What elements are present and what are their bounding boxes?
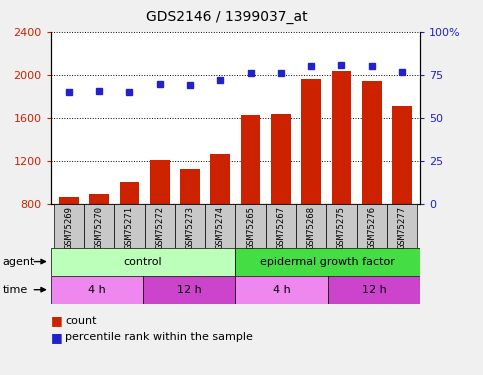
Bar — [362, 81, 382, 204]
Bar — [328, 276, 420, 304]
Bar — [327, 204, 356, 248]
Bar — [301, 80, 321, 204]
Bar — [211, 154, 230, 204]
Text: GSM75275: GSM75275 — [337, 206, 346, 249]
Text: GSM75265: GSM75265 — [246, 206, 255, 249]
Bar — [150, 160, 170, 204]
Bar — [175, 204, 205, 248]
Bar — [356, 204, 387, 248]
Bar — [120, 182, 139, 204]
Bar — [205, 204, 236, 248]
Bar — [296, 204, 327, 248]
Text: GSM75270: GSM75270 — [95, 206, 104, 249]
Text: GDS2146 / 1399037_at: GDS2146 / 1399037_at — [146, 10, 308, 24]
Bar — [144, 204, 175, 248]
Text: epidermal growth factor: epidermal growth factor — [260, 256, 395, 267]
Text: 12 h: 12 h — [362, 285, 386, 295]
Text: GSM75276: GSM75276 — [367, 206, 376, 249]
Bar — [51, 248, 236, 276]
Bar — [51, 276, 143, 304]
Bar — [332, 70, 351, 204]
Text: GSM75274: GSM75274 — [216, 206, 225, 249]
Text: GSM75271: GSM75271 — [125, 206, 134, 249]
Bar — [84, 204, 114, 248]
Text: 4 h: 4 h — [273, 285, 290, 295]
Text: 12 h: 12 h — [177, 285, 201, 295]
Bar — [59, 197, 79, 204]
Bar — [89, 194, 109, 204]
Bar — [241, 115, 260, 204]
Text: ■: ■ — [51, 331, 62, 344]
Text: time: time — [2, 285, 28, 295]
Bar — [180, 169, 200, 204]
Bar — [387, 204, 417, 248]
Bar — [236, 248, 420, 276]
Text: control: control — [124, 256, 162, 267]
Text: 4 h: 4 h — [88, 285, 106, 295]
Text: GSM75268: GSM75268 — [307, 206, 316, 249]
Bar — [54, 204, 84, 248]
Text: GSM75272: GSM75272 — [155, 206, 164, 249]
Bar — [143, 276, 236, 304]
Text: GSM75277: GSM75277 — [398, 206, 407, 249]
Bar — [236, 276, 328, 304]
Bar — [266, 204, 296, 248]
Text: count: count — [65, 316, 97, 326]
Text: GSM75267: GSM75267 — [276, 206, 285, 249]
Text: GSM75269: GSM75269 — [64, 206, 73, 249]
Bar — [114, 204, 144, 248]
Bar — [392, 106, 412, 204]
Text: ■: ■ — [51, 314, 62, 327]
Bar — [236, 204, 266, 248]
Bar — [271, 114, 291, 204]
Text: percentile rank within the sample: percentile rank within the sample — [65, 333, 253, 342]
Text: agent: agent — [2, 256, 35, 267]
Text: GSM75273: GSM75273 — [185, 206, 195, 249]
